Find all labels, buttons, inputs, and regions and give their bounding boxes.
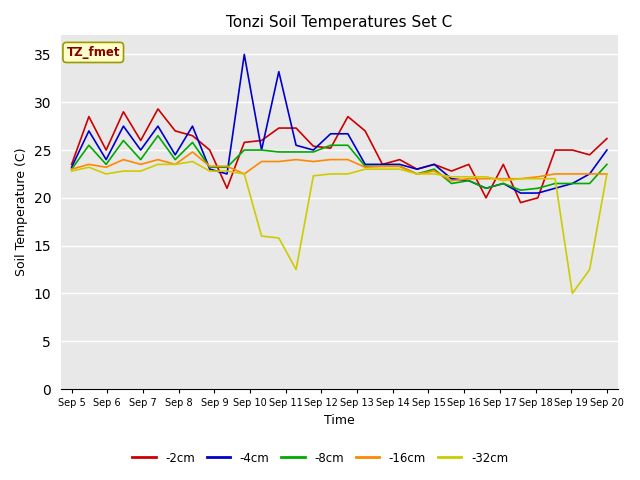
- Text: TZ_fmet: TZ_fmet: [67, 46, 120, 59]
- X-axis label: Time: Time: [324, 414, 355, 427]
- Legend: -2cm, -4cm, -8cm, -16cm, -32cm: -2cm, -4cm, -8cm, -16cm, -32cm: [127, 447, 513, 469]
- Title: Tonzi Soil Temperatures Set C: Tonzi Soil Temperatures Set C: [226, 15, 452, 30]
- Y-axis label: Soil Temperature (C): Soil Temperature (C): [15, 148, 28, 276]
